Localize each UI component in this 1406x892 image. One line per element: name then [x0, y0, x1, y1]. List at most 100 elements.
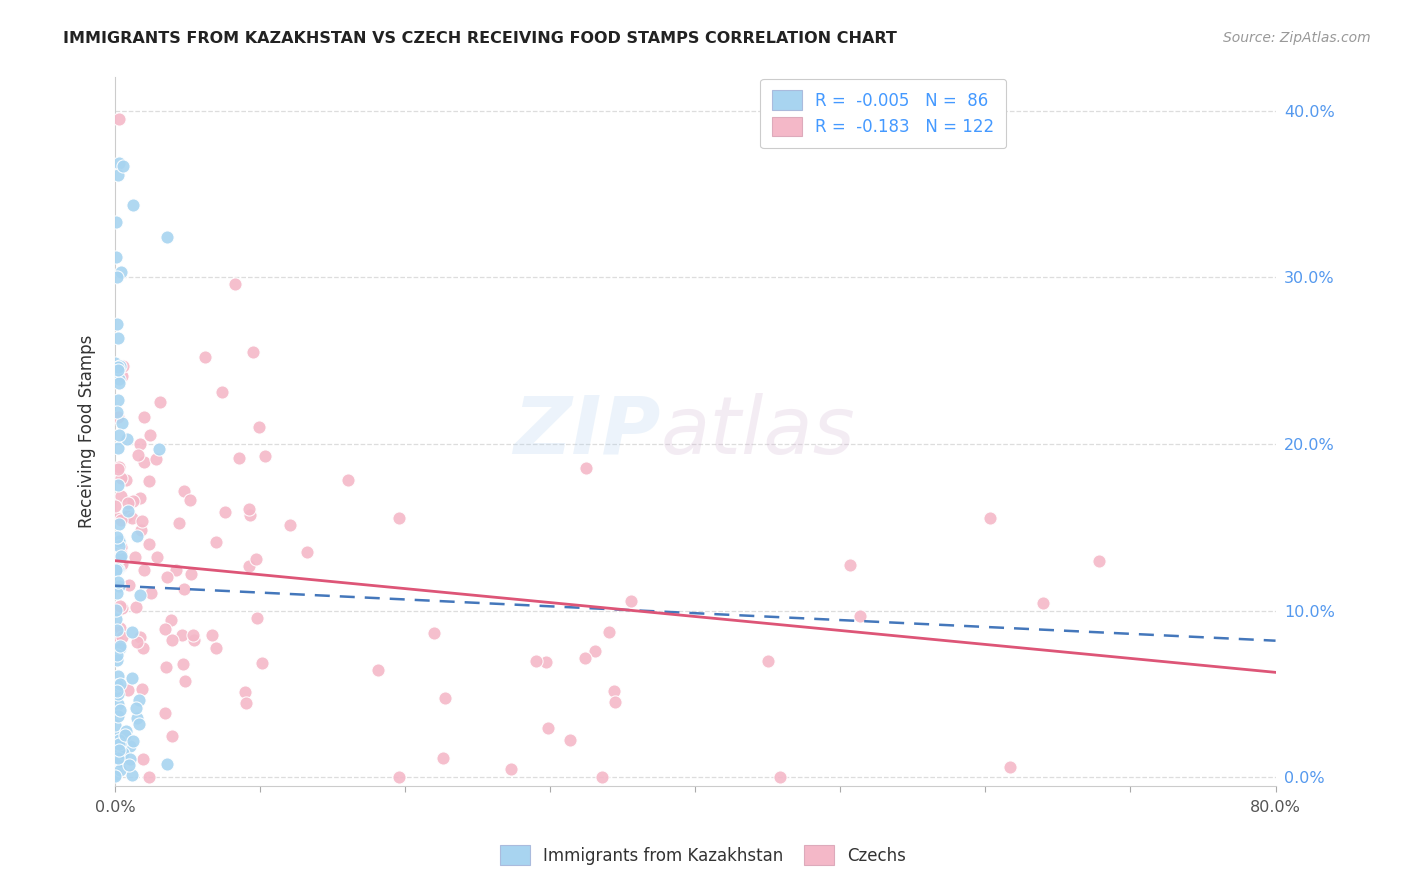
Czechs [111, 359, 134, 373]
Czechs [128, 491, 150, 505]
Czechs [620, 594, 643, 608]
Immigrants from Kazakhstan [108, 754, 131, 768]
Czechs [110, 745, 132, 759]
Immigrants from Kazakhstan [108, 639, 131, 653]
Immigrants from Kazakhstan [105, 603, 128, 617]
Legend: Immigrants from Kazakhstan, Czechs: Immigrants from Kazakhstan, Czechs [492, 837, 914, 873]
Czechs [132, 752, 155, 766]
Czechs [242, 345, 264, 359]
Czechs [180, 567, 202, 582]
Czechs [756, 654, 779, 668]
Czechs [432, 750, 454, 764]
Immigrants from Kazakhstan [110, 677, 132, 691]
Immigrants from Kazakhstan [107, 709, 129, 723]
Immigrants from Kazakhstan [107, 729, 129, 743]
Immigrants from Kazakhstan [105, 679, 128, 693]
Immigrants from Kazakhstan [107, 168, 129, 182]
Czechs [110, 513, 132, 527]
Immigrants from Kazakhstan [110, 640, 132, 655]
Immigrants from Kazakhstan [105, 648, 128, 663]
Czechs [160, 632, 183, 647]
Immigrants from Kazakhstan [105, 624, 128, 638]
Czechs [131, 681, 153, 696]
Immigrants from Kazakhstan [104, 767, 127, 781]
Czechs [605, 695, 627, 709]
Immigrants from Kazakhstan [108, 376, 131, 391]
Immigrants from Kazakhstan [108, 516, 131, 531]
Immigrants from Kazakhstan [107, 683, 129, 698]
Czechs [110, 471, 132, 485]
Czechs [423, 625, 446, 640]
Czechs [115, 508, 138, 523]
Immigrants from Kazakhstan [129, 588, 152, 602]
Czechs [534, 655, 557, 669]
Czechs [108, 621, 131, 635]
Immigrants from Kazakhstan [125, 711, 148, 725]
Czechs [146, 549, 169, 564]
Immigrants from Kazakhstan [110, 703, 132, 717]
Immigrants from Kazakhstan [108, 732, 131, 747]
Immigrants from Kazakhstan [105, 612, 128, 626]
Czechs [228, 450, 250, 465]
Immigrants from Kazakhstan [115, 433, 138, 447]
Immigrants from Kazakhstan [107, 331, 129, 345]
Czechs [160, 613, 183, 627]
Czechs [838, 558, 860, 573]
Czechs [979, 511, 1001, 525]
Czechs [253, 449, 276, 463]
Czechs [211, 384, 233, 399]
Czechs [134, 564, 156, 578]
Immigrants from Kazakhstan [107, 751, 129, 765]
Czechs [235, 696, 257, 710]
Immigrants from Kazakhstan [125, 529, 148, 543]
Czechs [537, 722, 560, 736]
Czechs [388, 770, 411, 784]
Czechs [108, 112, 131, 127]
Immigrants from Kazakhstan [110, 549, 132, 563]
Immigrants from Kazakhstan [105, 562, 128, 576]
Czechs [239, 508, 262, 523]
Immigrants from Kazakhstan [107, 676, 129, 690]
Immigrants from Kazakhstan [112, 159, 135, 173]
Czechs [139, 586, 162, 600]
Text: Source: ZipAtlas.com: Source: ZipAtlas.com [1223, 31, 1371, 45]
Immigrants from Kazakhstan [121, 768, 143, 782]
Immigrants from Kazakhstan [114, 724, 136, 739]
Czechs [205, 535, 228, 549]
Immigrants from Kazakhstan [107, 359, 129, 374]
Czechs [138, 428, 160, 442]
Czechs [138, 770, 160, 784]
Czechs [124, 550, 146, 565]
Immigrants from Kazakhstan [107, 653, 129, 667]
Czechs [245, 611, 267, 625]
Immigrants from Kazakhstan [105, 530, 128, 544]
Czechs [194, 350, 217, 364]
Immigrants from Kazakhstan [104, 743, 127, 757]
Czechs [117, 496, 139, 510]
Czechs [367, 663, 389, 677]
Czechs [526, 654, 548, 668]
Czechs [110, 547, 132, 561]
Czechs [238, 502, 260, 516]
Immigrants from Kazakhstan [107, 363, 129, 377]
Immigrants from Kazakhstan [148, 442, 170, 456]
Czechs [134, 455, 156, 469]
Immigrants from Kazakhstan [104, 769, 127, 783]
Czechs [169, 516, 191, 531]
Czechs [105, 604, 128, 618]
Czechs [107, 462, 129, 476]
Czechs [591, 770, 613, 784]
Immigrants from Kazakhstan [104, 683, 127, 698]
Czechs [153, 622, 176, 636]
Czechs [138, 474, 160, 488]
Text: ZIP: ZIP [513, 392, 661, 471]
Czechs [108, 460, 131, 475]
Czechs [111, 369, 134, 384]
Czechs [224, 277, 246, 292]
Immigrants from Kazakhstan [112, 746, 135, 760]
Immigrants from Kazakhstan [120, 739, 142, 753]
Czechs [174, 673, 197, 688]
Czechs [127, 635, 149, 649]
Czechs [173, 483, 195, 498]
Immigrants from Kazakhstan [104, 356, 127, 370]
